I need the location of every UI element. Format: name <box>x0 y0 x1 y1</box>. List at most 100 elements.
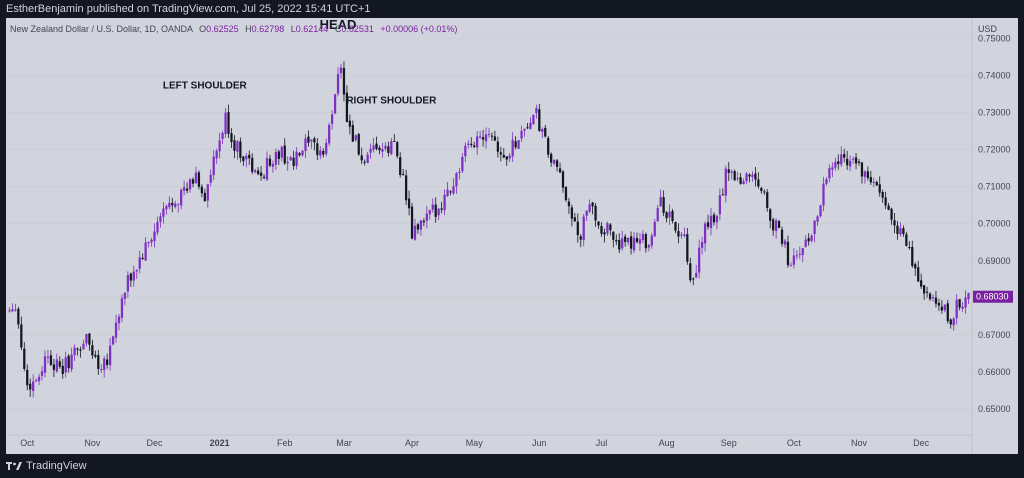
candle <box>227 104 230 138</box>
footer: TradingView <box>6 458 87 474</box>
candle-body <box>816 216 819 222</box>
candle-body <box>600 226 603 234</box>
candle-body <box>967 293 970 300</box>
candle-body <box>286 161 289 164</box>
candle-body <box>721 194 724 196</box>
candle-body <box>955 299 958 319</box>
candle-body <box>635 238 639 242</box>
candle <box>339 63 343 79</box>
candle <box>428 209 431 220</box>
candle <box>550 152 553 167</box>
candle-body <box>357 134 360 155</box>
candle <box>635 232 639 244</box>
candle-body <box>937 302 941 306</box>
candle <box>854 153 858 170</box>
candle-body <box>810 235 813 241</box>
candle <box>700 236 704 255</box>
candle <box>342 61 346 102</box>
candle <box>372 137 375 153</box>
candle <box>100 364 103 373</box>
candle <box>40 366 44 381</box>
candle-body <box>496 141 500 152</box>
price-chart[interactable]: LEFT SHOULDER HEAD RIGHT SHOULDER USD0.750… <box>6 18 1018 454</box>
candle <box>523 128 526 137</box>
candle-body <box>301 150 304 156</box>
candle <box>653 218 656 237</box>
candle-body <box>612 231 615 240</box>
candle-body <box>520 130 523 139</box>
candle-body <box>378 147 381 151</box>
candle-body <box>58 361 61 367</box>
candle-body <box>200 186 204 194</box>
candle-body <box>440 208 443 210</box>
annotation-label: LEFT SHOULDER <box>163 80 248 91</box>
candle-body <box>159 216 162 222</box>
candle <box>180 188 183 210</box>
candle <box>629 231 633 255</box>
candle <box>363 159 366 166</box>
candle <box>224 107 227 138</box>
candle <box>162 202 165 224</box>
candle-body <box>529 122 532 130</box>
candle <box>108 338 112 371</box>
candle-body <box>156 221 159 233</box>
candle-body <box>922 285 926 294</box>
candle <box>369 143 372 159</box>
candle <box>32 374 35 398</box>
time-tick-label: Nov <box>851 438 868 448</box>
candle-body <box>363 161 366 163</box>
candle-body <box>342 68 346 95</box>
candle <box>251 153 254 175</box>
open-label: O <box>199 24 207 34</box>
candle <box>715 214 719 230</box>
candle-body <box>407 198 411 209</box>
chart-panel[interactable]: LEFT SHOULDER HEAD RIGHT SHOULDER USD 0.750… <box>6 18 1018 454</box>
candle <box>67 353 70 373</box>
candle-body <box>860 162 864 177</box>
candle <box>242 156 245 166</box>
candle <box>443 189 446 216</box>
candle-body <box>757 179 760 187</box>
candle <box>37 373 41 386</box>
candle <box>111 335 115 346</box>
candle-body <box>461 156 464 172</box>
candle-body <box>307 136 310 143</box>
time-tick-label: Dec <box>147 438 164 448</box>
candle <box>659 189 662 207</box>
candle <box>538 103 541 132</box>
candle <box>618 233 621 253</box>
candle <box>117 313 121 331</box>
price-tick-label: 0.70000 <box>978 219 1011 229</box>
candle <box>514 136 517 150</box>
candle-body <box>541 129 544 132</box>
candle <box>8 307 11 313</box>
candle-body <box>795 255 798 257</box>
candle <box>298 152 301 157</box>
candle-body <box>251 157 254 172</box>
candle-body <box>274 152 278 165</box>
candle <box>813 220 816 243</box>
candle <box>585 210 588 222</box>
candle <box>61 358 64 379</box>
candle-body <box>481 137 485 140</box>
candle <box>177 203 180 213</box>
price-tick-label: 0.74000 <box>978 70 1011 80</box>
candle <box>404 169 408 206</box>
candle <box>683 227 686 238</box>
candle <box>26 364 29 391</box>
candle <box>724 165 727 203</box>
candle <box>780 226 784 247</box>
candle-body <box>798 253 801 255</box>
candle <box>911 240 914 268</box>
candle-body <box>792 255 796 265</box>
open-value: 0.62525 <box>206 24 239 34</box>
candle-body <box>576 221 579 236</box>
candle <box>600 222 603 237</box>
candle-body <box>325 142 328 154</box>
candle-body <box>452 186 455 194</box>
candle-body <box>34 380 38 382</box>
candle-body <box>464 145 467 157</box>
candle <box>473 141 476 149</box>
candle <box>437 207 440 220</box>
candle-body <box>369 148 372 153</box>
